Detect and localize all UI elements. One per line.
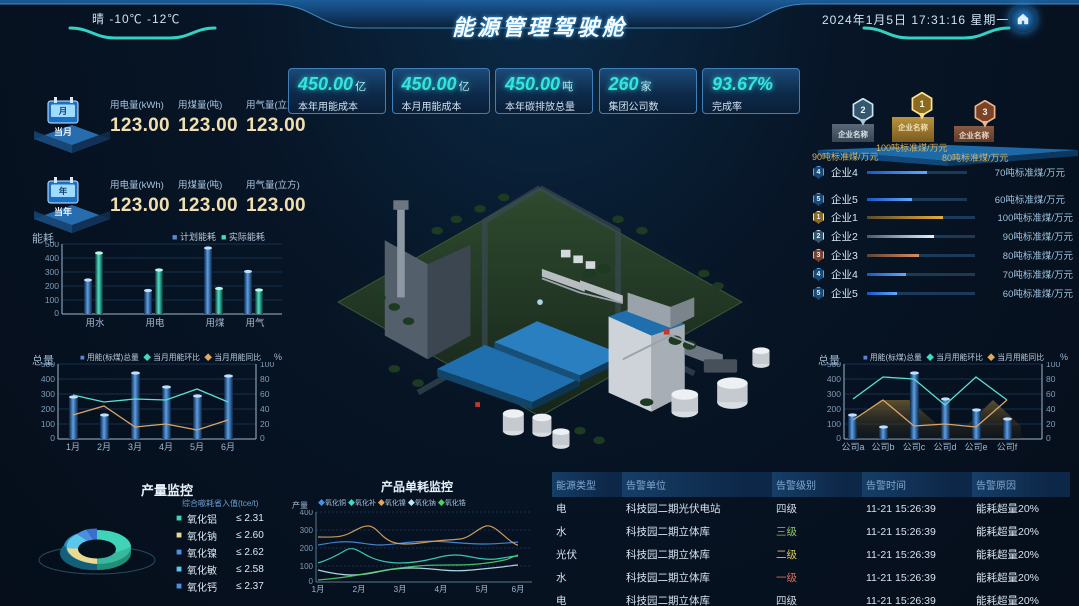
svg-text:500: 500 xyxy=(45,242,59,249)
svg-text:500: 500 xyxy=(41,362,55,369)
svg-text:300: 300 xyxy=(41,389,55,399)
svg-text:5月: 5月 xyxy=(190,442,204,452)
svg-text:0: 0 xyxy=(54,308,59,318)
svg-text:200: 200 xyxy=(827,404,841,414)
svg-text:2月: 2月 xyxy=(353,584,366,594)
svg-text:用水: 用水 xyxy=(85,317,105,329)
svg-text:公司b: 公司b xyxy=(871,442,894,452)
svg-text:2: 2 xyxy=(860,105,865,115)
svg-text:公司a: 公司a xyxy=(841,442,864,452)
svg-text:公司f: 公司f xyxy=(997,442,1018,452)
svg-text:80: 80 xyxy=(260,374,270,384)
svg-text:5月: 5月 xyxy=(476,584,489,594)
svg-text:100: 100 xyxy=(300,562,314,571)
svg-text:公司e: 公司e xyxy=(964,442,987,452)
svg-text:60: 60 xyxy=(260,389,270,399)
svg-text:100: 100 xyxy=(41,419,55,429)
svg-text:4月: 4月 xyxy=(435,584,448,594)
svg-text:3: 3 xyxy=(982,107,987,117)
svg-text:0: 0 xyxy=(1046,433,1051,443)
svg-text:用煤: 用煤 xyxy=(205,317,225,329)
svg-text:400: 400 xyxy=(41,374,55,384)
svg-text:6月: 6月 xyxy=(512,584,525,594)
svg-text:500: 500 xyxy=(827,362,841,369)
svg-text:80: 80 xyxy=(1046,374,1056,384)
svg-text:200: 200 xyxy=(41,404,55,414)
svg-text:3月: 3月 xyxy=(128,442,142,452)
svg-text:300: 300 xyxy=(45,267,59,277)
svg-text:1: 1 xyxy=(919,99,924,109)
svg-text:1月: 1月 xyxy=(66,442,80,452)
svg-text:60: 60 xyxy=(1046,389,1056,399)
svg-text:200: 200 xyxy=(45,281,59,291)
svg-text:公司d: 公司d xyxy=(933,442,956,452)
svg-text:100: 100 xyxy=(827,419,841,429)
svg-text:100: 100 xyxy=(45,295,59,305)
svg-text:300: 300 xyxy=(827,389,841,399)
svg-text:0: 0 xyxy=(260,433,265,443)
svg-text:3月: 3月 xyxy=(394,584,407,594)
svg-text:6月: 6月 xyxy=(221,442,235,452)
svg-text:1月: 1月 xyxy=(312,584,325,594)
svg-text:用气: 用气 xyxy=(245,317,265,329)
svg-text:20: 20 xyxy=(1046,419,1056,429)
svg-text:4月: 4月 xyxy=(159,442,173,452)
svg-text:40: 40 xyxy=(260,404,270,414)
svg-text:0: 0 xyxy=(50,433,55,443)
svg-text:用电: 用电 xyxy=(145,317,165,329)
svg-text:100: 100 xyxy=(1046,362,1060,369)
svg-text:300: 300 xyxy=(300,526,314,535)
svg-text:400: 400 xyxy=(300,510,314,517)
svg-text:公司c: 公司c xyxy=(903,442,926,452)
svg-text:400: 400 xyxy=(45,253,59,263)
svg-text:20: 20 xyxy=(260,419,270,429)
svg-text:2月: 2月 xyxy=(97,442,111,452)
svg-text:400: 400 xyxy=(827,374,841,384)
svg-text:40: 40 xyxy=(1046,404,1056,414)
svg-text:100: 100 xyxy=(260,362,274,369)
svg-text:200: 200 xyxy=(300,544,314,553)
